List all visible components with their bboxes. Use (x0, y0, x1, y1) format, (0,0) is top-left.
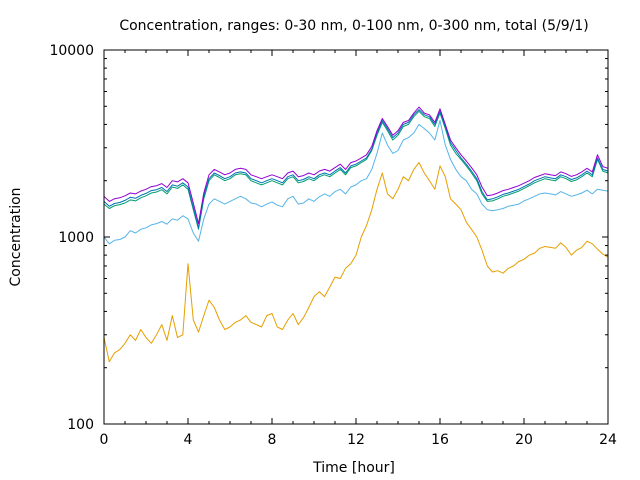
y-tick-label: 1000 (58, 230, 94, 246)
x-axis-label: Time [hour] (312, 460, 395, 476)
plot-frame (103, 49, 609, 425)
series-line-5 (103, 106, 609, 225)
x-tick-label: 24 (599, 432, 617, 448)
x-tick-label: 12 (347, 432, 365, 448)
y-tick-label: 10000 (49, 43, 94, 59)
series-line-3 (103, 110, 609, 230)
x-tick-label: 20 (515, 432, 533, 448)
x-tick-label: 0 (100, 432, 109, 448)
x-tick-label: 8 (268, 432, 277, 448)
series-line-2 (103, 120, 609, 245)
y-tick-label: 100 (67, 417, 94, 433)
chart-title: Concentration, ranges: 0-30 nm, 0-100 nm… (119, 18, 588, 34)
series-layer (103, 106, 609, 363)
y-axis-label: Concentration (8, 187, 24, 286)
x-tick-label: 4 (184, 432, 193, 448)
series-line-1 (103, 162, 609, 363)
series-line-4 (103, 109, 609, 229)
tick-layer: 0 4 8 12 16 20 24 100 1000 10000 (49, 43, 617, 448)
x-tick-label: 16 (431, 432, 449, 448)
